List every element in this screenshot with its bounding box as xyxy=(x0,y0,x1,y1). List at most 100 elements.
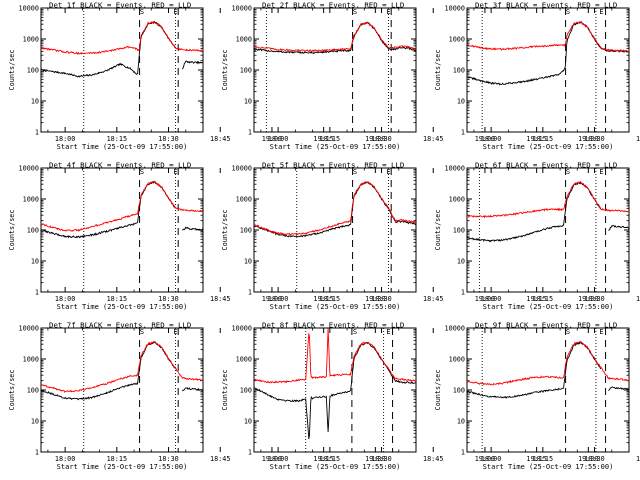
time-marker-label: S xyxy=(140,8,144,16)
panel-title: Det 2f BLACK = Events, RED = LLD xyxy=(262,1,404,10)
x-tick-label: 18:15 xyxy=(533,455,553,463)
y-axis-label: Counts/sec xyxy=(434,50,442,91)
events-series-line xyxy=(467,21,629,86)
lld-series-line xyxy=(41,20,203,55)
y-tick-label: 1 xyxy=(35,129,39,137)
time-marker-label: E xyxy=(173,8,177,16)
y-axis-label: Counts/sec xyxy=(434,370,442,411)
panel-title: Det 9f BLACK = Events, RED = LLD xyxy=(475,321,617,330)
y-tick-label: 10000 xyxy=(445,165,465,173)
x-tick-label: 18:45 xyxy=(636,135,640,143)
x-tick-label: 18:30 xyxy=(158,295,178,303)
x-tick-label: 19:00 xyxy=(475,455,495,463)
x-axis-label: Start Time (25-Oct-09 17:55:00) xyxy=(57,143,188,151)
x-tick-label: 19:15 xyxy=(313,455,333,463)
x-tick-label: 19:30 xyxy=(578,455,598,463)
detector-panel-4: Det 4f BLACK = Events, RED = LLD 1 10 100 10… xyxy=(8,161,386,312)
lld-series-line xyxy=(467,21,629,53)
x-tick-label: 18:30 xyxy=(371,455,391,463)
x-tick-label: 18:45 xyxy=(636,455,640,463)
x-tick-label: 18:30 xyxy=(371,295,391,303)
x-tick-label: 19:15 xyxy=(313,295,333,303)
x-axis-label: Start Time (25-Oct-09 17:55:00) xyxy=(483,143,614,151)
lld-series-line xyxy=(254,328,416,384)
x-tick-label: 18:00 xyxy=(481,455,501,463)
x-tick-label: 18:30 xyxy=(158,455,178,463)
y-tick-label: 100 xyxy=(453,387,465,395)
detector-panel-6: Det 6f BLACK = Events, RED = LLD 1 10 100 10… xyxy=(434,161,640,312)
x-axis-label: Start Time (25-Oct-09 17:55:00) xyxy=(483,303,614,311)
plot-frame xyxy=(40,7,204,133)
events-series-line xyxy=(41,21,176,78)
plot-frame xyxy=(253,327,417,453)
x-tick-label: 18:30 xyxy=(584,455,604,463)
x-tick-label: 18:00 xyxy=(268,295,288,303)
panel-title: Det 3f BLACK = Events, RED = LLD xyxy=(475,1,617,10)
x-tick-label: 18:45 xyxy=(423,295,443,303)
y-tick-label: 100 xyxy=(453,227,465,235)
y-tick-label: 1 xyxy=(35,289,39,297)
y-tick-label: 1 xyxy=(461,449,465,457)
x-tick-label: 18:30 xyxy=(584,295,604,303)
x-axis-label: Start Time (25-Oct-09 17:55:00) xyxy=(57,303,188,311)
x-tick-label: 19:00 xyxy=(475,295,495,303)
y-tick-label: 10 xyxy=(31,98,39,106)
x-tick-label: 18:30 xyxy=(584,135,604,143)
x-tick-label: 18:15 xyxy=(533,295,553,303)
lld-series-line xyxy=(254,181,416,236)
x-tick-label: 19:00 xyxy=(262,135,282,143)
time-marker-label: S xyxy=(566,328,570,336)
x-tick-label: 19:30 xyxy=(365,295,385,303)
y-tick-label: 1 xyxy=(461,289,465,297)
y-tick-label: 10000 xyxy=(232,5,252,13)
y-axis-label: Counts/sec xyxy=(8,50,16,91)
x-tick-label: 19:15 xyxy=(526,295,546,303)
x-tick-label: 18:15 xyxy=(107,455,127,463)
y-tick-label: 10 xyxy=(457,98,465,106)
panel-title: Det 6f BLACK = Events, RED = LLD xyxy=(475,161,617,170)
events-series-line xyxy=(182,387,203,392)
x-axis-label: Start Time (25-Oct-09 17:55:00) xyxy=(483,463,614,471)
y-axis-label: Counts/sec xyxy=(221,210,229,251)
y-tick-label: 10 xyxy=(457,258,465,266)
y-tick-label: 1 xyxy=(248,289,252,297)
lld-series-line xyxy=(254,21,416,53)
y-tick-label: 1000 xyxy=(23,36,39,44)
x-axis-label: Start Time (25-Oct-09 17:55:00) xyxy=(270,463,401,471)
x-tick-label: 19:15 xyxy=(313,135,333,143)
time-marker-label: S xyxy=(140,168,144,176)
events-series-line xyxy=(254,181,416,238)
y-tick-label: 1000 xyxy=(23,196,39,204)
x-axis-label: Start Time (25-Oct-09 17:55:00) xyxy=(57,463,188,471)
y-tick-label: 10000 xyxy=(19,325,39,333)
y-tick-label: 10000 xyxy=(445,325,465,333)
y-tick-label: 10000 xyxy=(445,5,465,13)
lld-series-line xyxy=(467,340,629,386)
x-tick-label: 18:45 xyxy=(423,135,443,143)
events-series-line xyxy=(467,182,602,243)
time-marker-label: E xyxy=(386,328,390,336)
x-axis-label: Start Time (25-Oct-09 17:55:00) xyxy=(270,143,401,151)
time-marker-label: E xyxy=(386,8,390,16)
x-tick-label: 19:30 xyxy=(365,135,385,143)
x-tick-label: 18:45 xyxy=(210,135,230,143)
panel-title: Det 8f BLACK = Events, RED = LLD xyxy=(262,321,404,330)
y-tick-label: 100 xyxy=(27,387,39,395)
events-series-line xyxy=(182,60,203,70)
y-tick-label: 10000 xyxy=(19,5,39,13)
y-tick-label: 10 xyxy=(244,98,252,106)
plot-frame xyxy=(466,167,630,293)
x-tick-label: 18:15 xyxy=(533,135,553,143)
x-tick-label: 19:30 xyxy=(365,455,385,463)
plot-frame xyxy=(253,167,417,293)
x-tick-label: 19:00 xyxy=(262,455,282,463)
y-axis-label: Counts/sec xyxy=(221,50,229,91)
x-tick-label: 18:00 xyxy=(268,135,288,143)
x-tick-label: 18:00 xyxy=(55,135,75,143)
events-series-line xyxy=(254,21,416,55)
x-tick-label: 18:30 xyxy=(158,135,178,143)
y-axis-label: Counts/sec xyxy=(8,370,16,411)
detector-panel-2: Det 2f BLACK = Events, RED = LLD 1 10 100 10… xyxy=(221,1,599,152)
y-tick-label: 10000 xyxy=(232,325,252,333)
plot-frame xyxy=(40,327,204,453)
